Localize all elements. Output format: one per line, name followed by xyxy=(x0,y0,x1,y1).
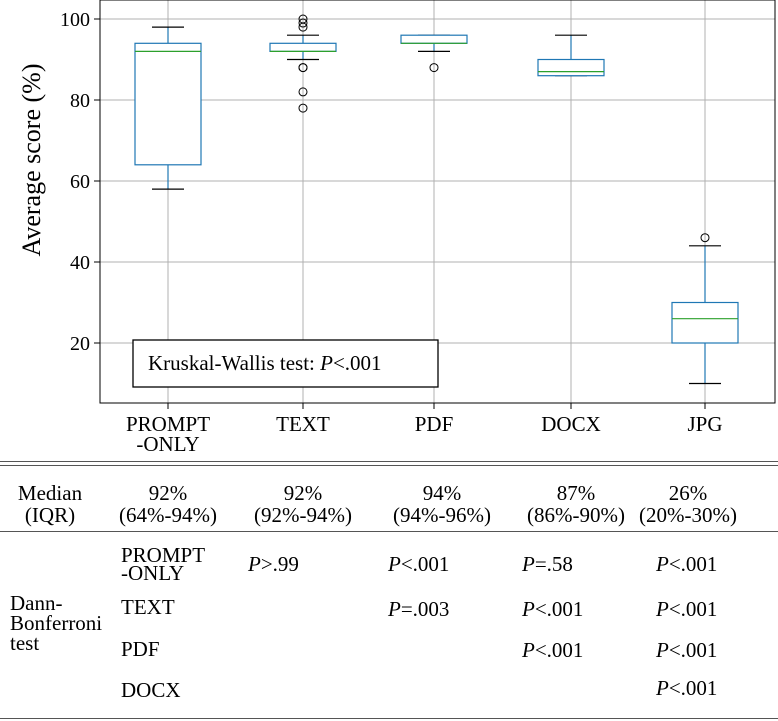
box-plot-chart: 20 40 60 80 100 Average score (%) PROMPT-ONLY T… xyxy=(17,0,776,456)
median-row-label: Median (IQR) xyxy=(17,481,83,527)
y-tick-label: 40 xyxy=(70,252,90,274)
comparison-row-label: PDF xyxy=(121,637,160,661)
comparison-row-label: PROMPT -ONLY xyxy=(121,543,206,585)
p-value-cell: P<.001 xyxy=(522,638,584,662)
flier-point xyxy=(429,63,439,73)
table-divider-mid xyxy=(0,531,778,532)
p-value-cell: P=.58 xyxy=(522,552,573,576)
median-cell: 92% (92%-94%) xyxy=(254,481,352,527)
annotation-box xyxy=(132,339,439,388)
x-tick-label: -ONLY xyxy=(136,432,199,456)
median-cell: 87% (86%-90%) xyxy=(527,481,625,527)
box-text xyxy=(269,42,337,52)
flier-point xyxy=(700,233,710,243)
plot-frame xyxy=(99,0,776,404)
box-jpg xyxy=(671,301,739,344)
x-tick-label: PDF xyxy=(415,412,454,436)
p-value-cell: P>.99 xyxy=(248,552,299,576)
p-value-cell: P<.001 xyxy=(656,597,718,621)
x-tick-label: JPG xyxy=(687,412,722,436)
comparison-row-label: DOCX xyxy=(121,678,181,702)
x-tick-label: PROMPT xyxy=(126,412,210,436)
y-axis-label: Average score (%) xyxy=(17,64,46,257)
y-tick-label: 20 xyxy=(70,333,90,355)
table-divider-top-2 xyxy=(0,465,778,466)
flier-point xyxy=(298,18,308,28)
p-value-cell: P=.003 xyxy=(388,597,450,621)
kruskal-wallis-annotation: Kruskal-Wallis test: P<.001 xyxy=(148,351,382,375)
x-tick-label: TEXT xyxy=(276,412,330,436)
box-pdf xyxy=(400,34,468,44)
y-tick-label: 80 xyxy=(70,90,90,112)
y-tick-label: 100 xyxy=(60,9,90,31)
median-cell: 94% (94%-96%) xyxy=(393,481,491,527)
p-value-cell: P<.001 xyxy=(656,552,718,576)
table-divider-bottom xyxy=(0,718,778,719)
flier-point xyxy=(298,87,308,97)
table-divider-top xyxy=(0,461,778,462)
median-cell: 26% (20%-30%) xyxy=(639,481,737,527)
median-cell: 92% (64%-94%) xyxy=(119,481,217,527)
flier-point xyxy=(298,63,308,73)
p-value-cell: P<.001 xyxy=(656,676,718,700)
flier-point xyxy=(298,22,308,32)
box-docx xyxy=(537,58,605,77)
p-value-cell: P<.001 xyxy=(388,552,450,576)
comparison-row-label: TEXT xyxy=(121,595,175,619)
x-tick-label: DOCX xyxy=(541,412,601,436)
flier-point xyxy=(298,103,308,113)
y-tick-label: 60 xyxy=(70,171,90,193)
p-value-cell: P<.001 xyxy=(522,597,584,621)
box-prompt-only xyxy=(134,42,202,166)
test-row-label: Dann- Bonferroni test xyxy=(10,591,103,655)
p-value-cell: P<.001 xyxy=(656,638,718,662)
